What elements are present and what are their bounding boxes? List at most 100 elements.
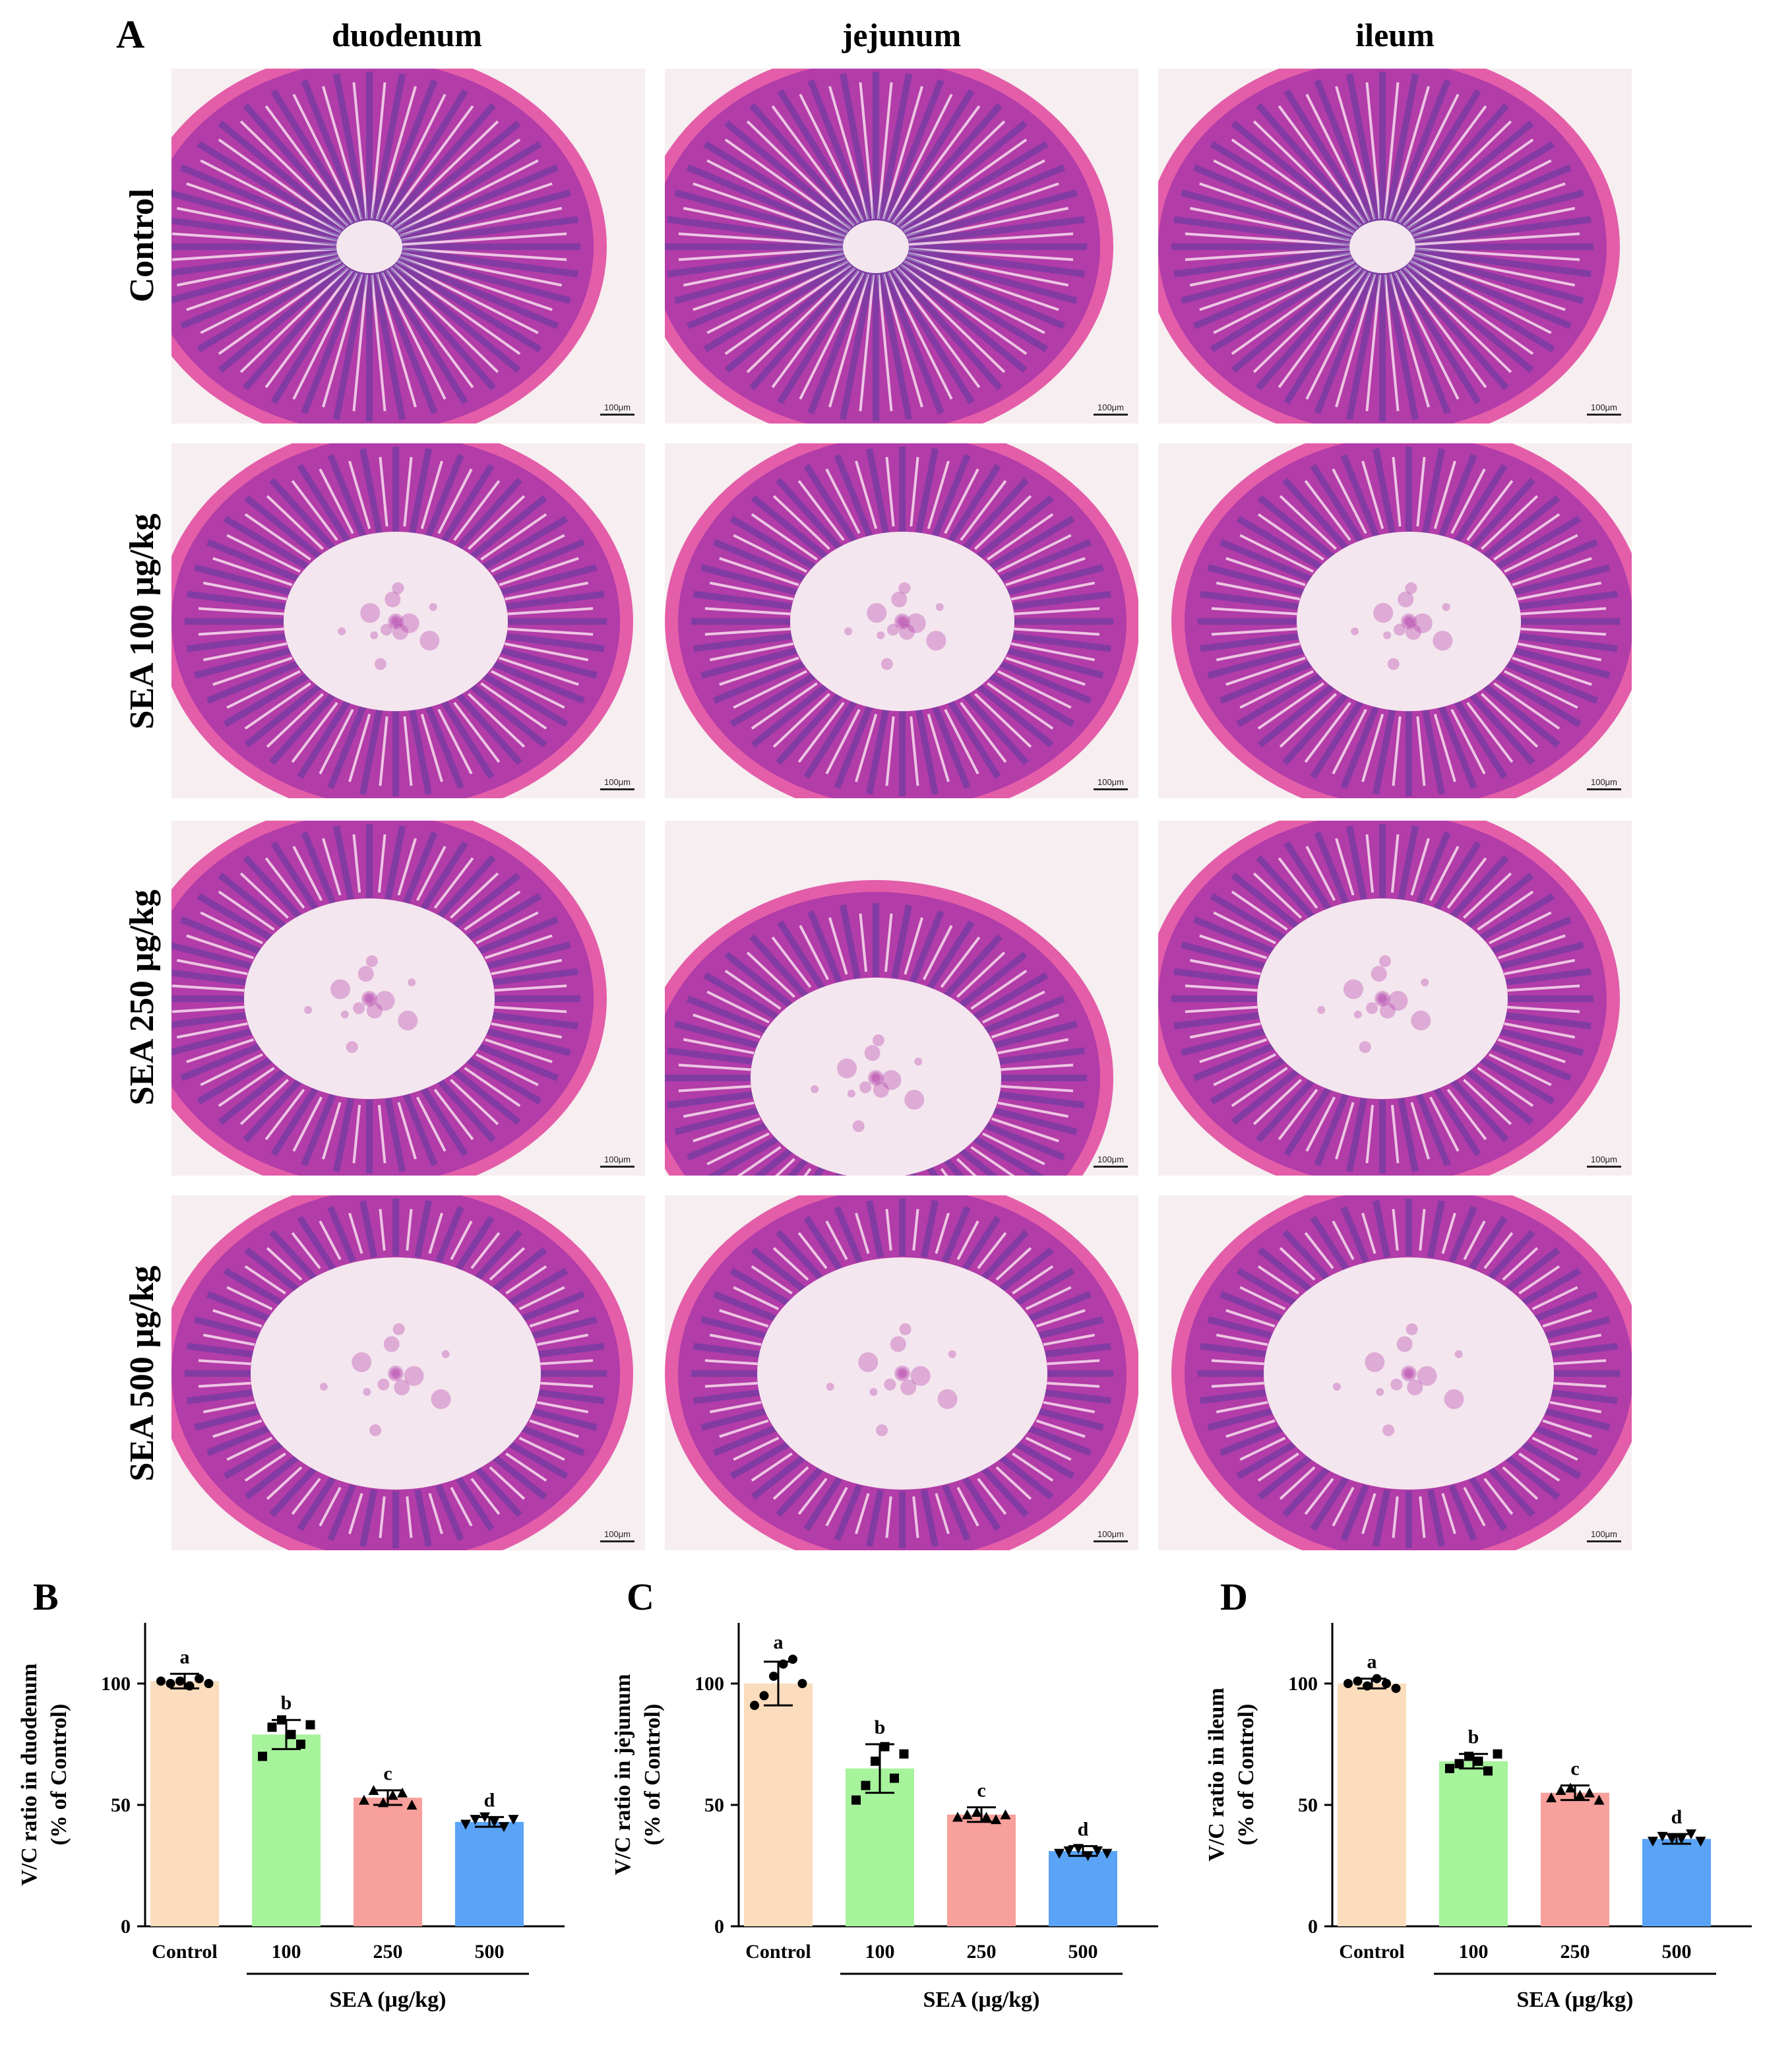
data-point xyxy=(460,1819,471,1830)
column-title-duodenum: duodenum xyxy=(332,16,482,53)
data-point xyxy=(1565,1782,1576,1793)
data-point xyxy=(277,1715,286,1725)
bar-250 xyxy=(1541,1792,1609,1926)
tile-sea-250-duodenum: 100μm xyxy=(171,821,645,1176)
scale-bar: 100μm xyxy=(1587,1529,1621,1542)
data-point xyxy=(851,1795,861,1805)
histology-image xyxy=(1158,1195,1632,1550)
scale-bar-label: 100μm xyxy=(603,1529,631,1539)
data-point xyxy=(871,1756,880,1766)
data-point xyxy=(1054,1848,1065,1859)
data-point xyxy=(166,1679,175,1688)
data-point xyxy=(1593,1794,1605,1805)
significance-letter: a xyxy=(1367,1651,1377,1673)
scale-bar-label: 100μm xyxy=(1590,1529,1617,1539)
data-point xyxy=(1648,1837,1658,1847)
significance-letter: b xyxy=(1468,1726,1479,1748)
scale-bar-line xyxy=(1587,414,1621,416)
significance-letter: d xyxy=(1078,1819,1089,1841)
significance-letter: d xyxy=(1671,1806,1683,1828)
chart-d-ileum: D V/C ratio in ileum (% of Control) 0 50 100 a… xyxy=(1187,1570,1781,2046)
bar-500 xyxy=(455,1821,524,1926)
y-axis-label: V/C ratio in jejunum xyxy=(611,1674,635,1875)
x-tick-label: 250 xyxy=(967,1941,997,1963)
data-point xyxy=(267,1722,277,1732)
x-tick-label: 100 xyxy=(865,1941,895,1963)
panel-a-letter: A xyxy=(116,13,145,56)
data-point xyxy=(1344,1679,1353,1688)
data-point xyxy=(1676,1834,1687,1844)
y-axis-label: V/C ratio in duodenum xyxy=(17,1663,42,1885)
data-point xyxy=(1391,1684,1401,1693)
chart-b-duodenum: B V/C ratio in duodenum (% of Control) 0 50 1… xyxy=(0,1570,580,2046)
tile-sea-250-jejunum: 100μm xyxy=(665,821,1138,1176)
bar-100 xyxy=(252,1734,321,1926)
data-point xyxy=(499,1822,509,1833)
significance-letter: a xyxy=(180,1646,190,1668)
data-point xyxy=(1584,1787,1595,1798)
data-point xyxy=(880,1742,890,1751)
data-point xyxy=(1695,1837,1706,1847)
row-label-sea-500: SEA 500 μg/kg xyxy=(123,1265,161,1482)
scale-bar: 100μm xyxy=(600,402,634,416)
bar-500 xyxy=(1049,1850,1117,1926)
histology-image xyxy=(665,821,1138,1176)
data-point xyxy=(378,1797,388,1808)
data-point xyxy=(797,1679,807,1688)
data-point xyxy=(890,1773,899,1783)
scale-bar-line xyxy=(1587,1166,1621,1168)
data-point xyxy=(1092,1846,1103,1856)
scale-bar-line xyxy=(600,414,634,416)
column-title-ileum: ileum xyxy=(1355,16,1435,53)
data-point xyxy=(305,1720,315,1730)
chart-c-jejunum: C V/C ratio in jejunum (% of Control) 0 50 10… xyxy=(594,1570,1174,2046)
scale-bar: 100μm xyxy=(1587,402,1621,416)
scale-bar-line xyxy=(1587,1540,1621,1542)
histology-image xyxy=(1158,821,1632,1176)
bar-100 xyxy=(846,1768,914,1926)
histology-image xyxy=(665,1195,1138,1550)
histology-image xyxy=(1158,69,1632,424)
scale-bar-line xyxy=(1587,788,1621,790)
scale-bar-line xyxy=(1094,414,1128,416)
data-point xyxy=(1363,1681,1372,1691)
data-point xyxy=(1667,1834,1677,1844)
data-point xyxy=(972,1807,982,1817)
scale-bar-line xyxy=(1094,1540,1128,1542)
data-point xyxy=(406,1800,417,1810)
data-point xyxy=(750,1701,759,1711)
row-label-control: Control xyxy=(123,188,161,303)
x-tick-label: 250 xyxy=(1560,1941,1590,1963)
scale-bar: 100μm xyxy=(1587,1154,1621,1168)
bar-250 xyxy=(947,1814,1016,1926)
panel-letter: C xyxy=(627,1575,654,1618)
y-tick-label: 0 xyxy=(121,1916,131,1938)
data-point xyxy=(952,1812,963,1822)
scale-bar-label: 100μm xyxy=(1590,1154,1617,1164)
data-point xyxy=(156,1676,166,1686)
bar-100 xyxy=(1439,1761,1508,1926)
data-point xyxy=(508,1815,519,1825)
data-point xyxy=(1063,1846,1074,1856)
tile-sea-100-duodenum: 100μm xyxy=(171,443,645,798)
bar-control xyxy=(744,1684,813,1926)
data-point xyxy=(1073,1844,1084,1854)
y-tick-label: 100 xyxy=(695,1673,724,1695)
x-tick-label: 250 xyxy=(373,1941,403,1963)
histology-image xyxy=(1158,443,1632,798)
scale-bar: 100μm xyxy=(600,1154,634,1168)
significance-letter: a xyxy=(774,1631,784,1653)
data-point xyxy=(1483,1766,1493,1776)
x-tick-label: 100 xyxy=(272,1941,301,1963)
tile-sea-100-ileum: 100μm xyxy=(1158,443,1632,798)
data-point xyxy=(1686,1829,1696,1840)
data-point xyxy=(258,1751,267,1761)
data-point xyxy=(1454,1759,1464,1769)
y-axis-label: V/C ratio in ileum xyxy=(1204,1687,1229,1861)
histology-image xyxy=(171,443,645,798)
data-point xyxy=(296,1740,305,1749)
scale-bar-label: 100μm xyxy=(1097,1529,1124,1539)
data-point xyxy=(1657,1831,1668,1842)
bar-250 xyxy=(354,1797,422,1926)
data-point xyxy=(759,1691,769,1701)
